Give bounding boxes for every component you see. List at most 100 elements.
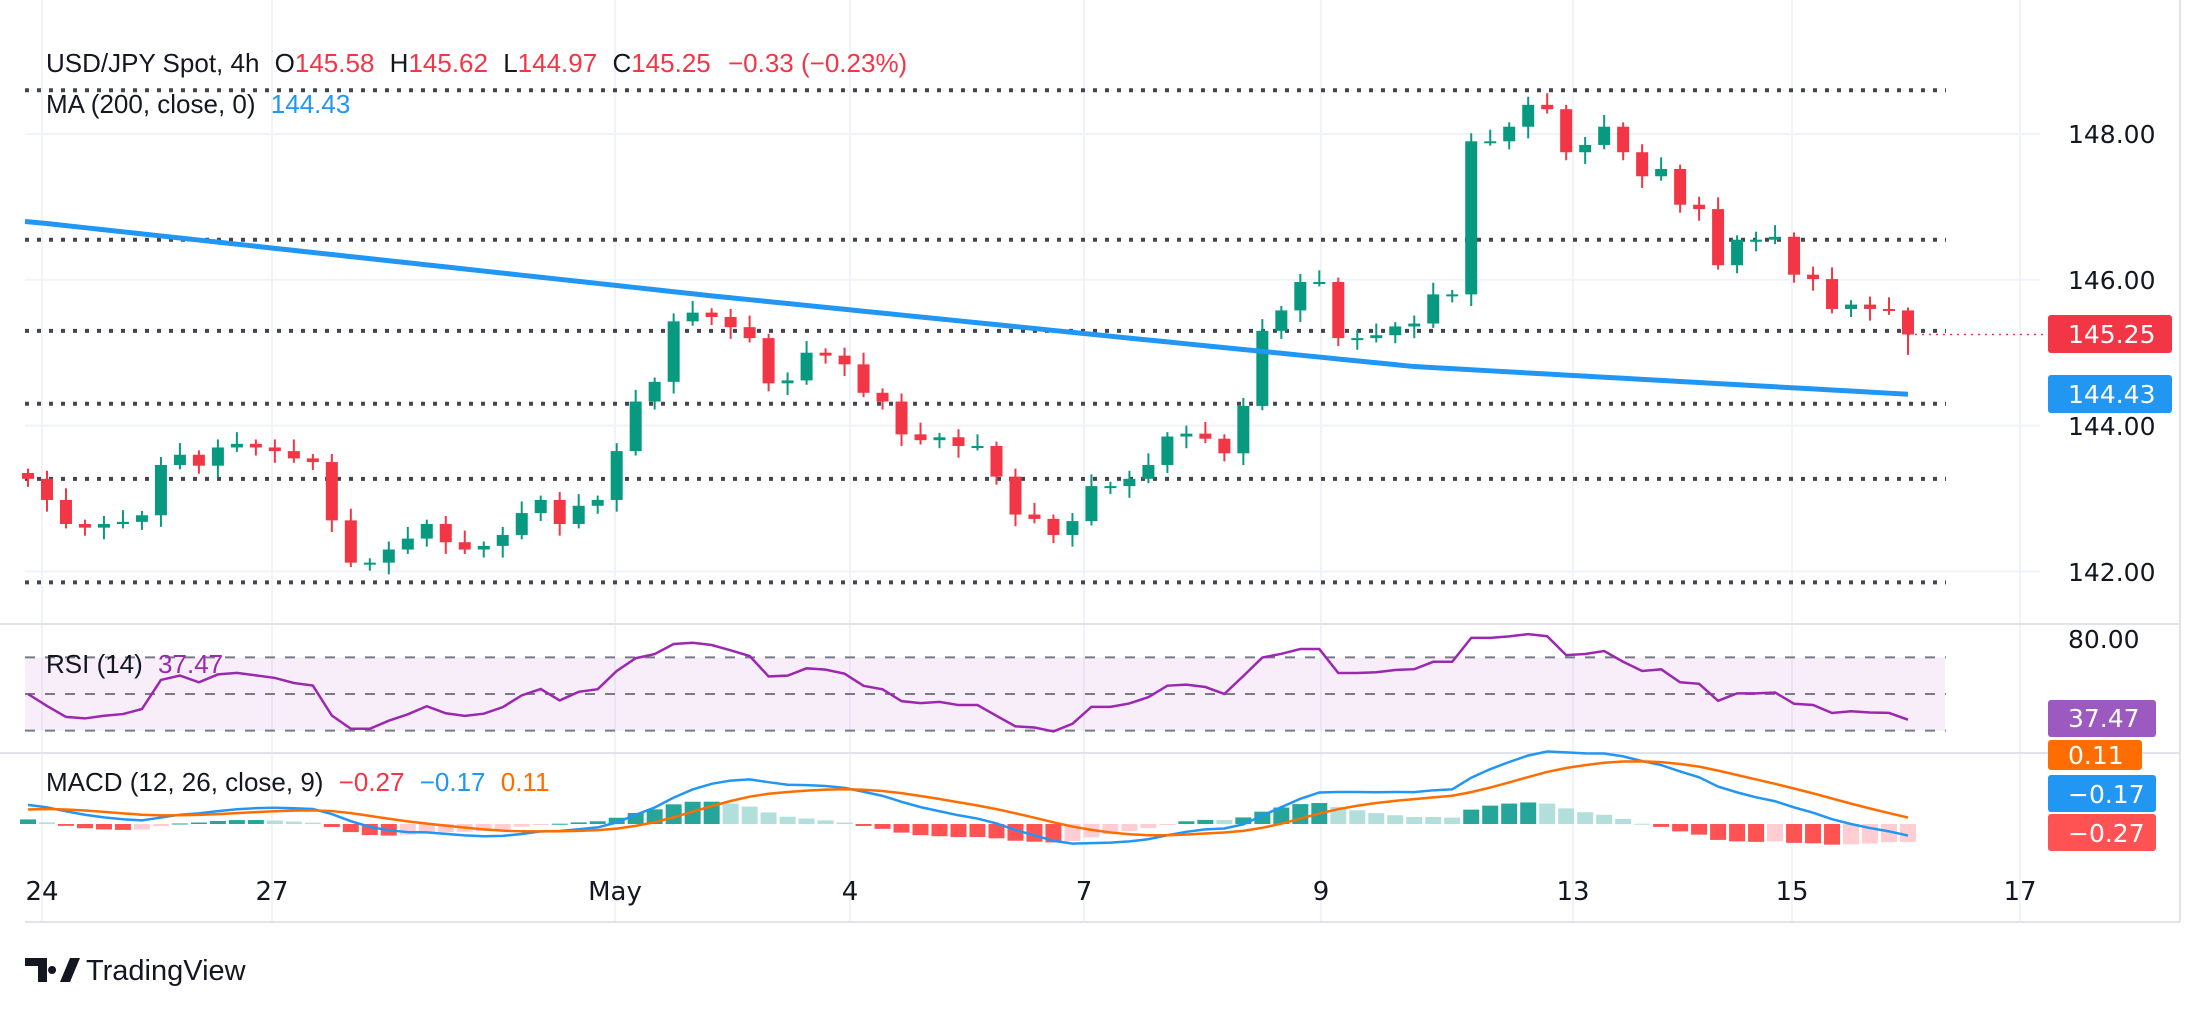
close-value: 145.25 bbox=[631, 48, 711, 78]
candle bbox=[173, 443, 186, 470]
candle bbox=[933, 432, 946, 449]
macd-histogram-bar bbox=[817, 820, 834, 824]
candle bbox=[325, 454, 338, 533]
close-label: C bbox=[612, 48, 631, 78]
hist-tag: −0.27 bbox=[2048, 814, 2156, 851]
candle bbox=[743, 315, 756, 343]
candle-body bbox=[1066, 521, 1079, 535]
candle bbox=[78, 519, 91, 536]
candle-body bbox=[1864, 304, 1877, 309]
ma-price-tag: 144.43 bbox=[2048, 375, 2172, 413]
candle-body bbox=[1674, 168, 1687, 205]
candle-body bbox=[1807, 274, 1820, 280]
ma-value: 144.43 bbox=[271, 89, 351, 119]
time-tick: 27 bbox=[255, 877, 288, 907]
candle bbox=[1218, 434, 1231, 462]
rsi-line bbox=[27, 632, 1909, 733]
ma-legend: MA (200, close, 0) 144.43 bbox=[46, 89, 350, 119]
macd-histogram-bar bbox=[874, 824, 891, 829]
macd-histogram-bar bbox=[1539, 803, 1556, 824]
macd-histogram-bar bbox=[1387, 815, 1404, 824]
rsi-legend: RSI (14) 37.47 bbox=[46, 649, 223, 679]
candle bbox=[762, 333, 775, 392]
macd-histogram-bar bbox=[627, 812, 644, 824]
candle bbox=[990, 441, 1003, 485]
tradingview-logo[interactable]: TradingView bbox=[25, 955, 247, 987]
candle-body bbox=[1313, 281, 1326, 284]
candle bbox=[1864, 296, 1877, 321]
candle bbox=[344, 508, 357, 568]
candle-body bbox=[1522, 104, 1535, 127]
macd-histogram-bar bbox=[266, 820, 283, 824]
candle-body bbox=[1731, 239, 1744, 266]
candle bbox=[1522, 96, 1535, 139]
candle-body bbox=[1788, 236, 1801, 275]
candle bbox=[1465, 133, 1478, 307]
time-tick: May bbox=[588, 877, 642, 907]
ma200-line bbox=[24, 218, 1909, 397]
svg-text:−0.17: −0.17 bbox=[2068, 780, 2145, 809]
candle bbox=[1427, 282, 1440, 328]
macd-histogram-bar bbox=[1558, 808, 1575, 824]
price-tick: 144.00 bbox=[2068, 412, 2155, 441]
macd-pane bbox=[20, 750, 1916, 845]
candle bbox=[1104, 481, 1117, 495]
candle-body bbox=[1085, 486, 1098, 522]
candle bbox=[1636, 144, 1649, 188]
macd-histogram-bar bbox=[741, 806, 758, 824]
support-resistance-levels bbox=[25, 88, 1946, 585]
candle bbox=[1693, 196, 1706, 221]
candle bbox=[1655, 157, 1668, 181]
candle bbox=[192, 450, 205, 474]
candle bbox=[1123, 470, 1136, 498]
macd-histogram-bar bbox=[1197, 819, 1214, 824]
candle bbox=[1332, 277, 1345, 347]
candle bbox=[629, 389, 642, 456]
candle bbox=[971, 434, 984, 451]
candle bbox=[1047, 514, 1060, 543]
candle-body bbox=[610, 451, 623, 500]
tradingview-wordmark: TradingView bbox=[86, 955, 247, 987]
candle-body bbox=[420, 524, 433, 539]
candle bbox=[610, 443, 623, 512]
candle-body bbox=[1826, 279, 1839, 309]
macd-histogram-bar bbox=[950, 824, 967, 838]
candle-body bbox=[40, 478, 53, 500]
candle bbox=[154, 456, 167, 527]
macd-histogram-bar bbox=[1159, 824, 1176, 825]
candle-body bbox=[895, 401, 908, 435]
candle bbox=[1503, 122, 1516, 150]
price-tick: 142.00 bbox=[2068, 558, 2155, 587]
macd-histogram-bar bbox=[1691, 824, 1708, 835]
macd-histogram-bar bbox=[1482, 805, 1499, 824]
macd-histogram-bar bbox=[722, 803, 739, 824]
candle bbox=[1180, 425, 1193, 449]
candle bbox=[838, 347, 851, 377]
candle bbox=[1883, 297, 1896, 315]
macd-histogram-bar bbox=[1881, 824, 1898, 843]
candle-body bbox=[1541, 104, 1554, 110]
candle-body bbox=[762, 338, 775, 384]
candle bbox=[1617, 122, 1630, 161]
candle-body bbox=[914, 434, 927, 441]
macd-histogram-bar bbox=[589, 821, 606, 824]
candle-body bbox=[401, 538, 414, 550]
candle bbox=[952, 429, 965, 458]
candle bbox=[1788, 232, 1801, 283]
svg-text:0.11: 0.11 bbox=[2068, 741, 2124, 770]
macd-histogram-bar bbox=[1710, 824, 1727, 840]
macd-histogram-bar bbox=[1596, 814, 1613, 824]
candle-body bbox=[1769, 236, 1782, 240]
candle bbox=[230, 432, 243, 452]
candle-body bbox=[439, 524, 452, 543]
candle-body bbox=[1180, 433, 1193, 437]
candle bbox=[59, 488, 72, 529]
macd-histogram-bar bbox=[855, 824, 872, 826]
macd-histogram-bar bbox=[1767, 824, 1784, 842]
macd-line-value: −0.17 bbox=[420, 767, 486, 797]
candle bbox=[306, 454, 319, 471]
macd-histogram-bar bbox=[76, 824, 93, 829]
candle bbox=[458, 530, 471, 554]
candle bbox=[249, 439, 262, 456]
